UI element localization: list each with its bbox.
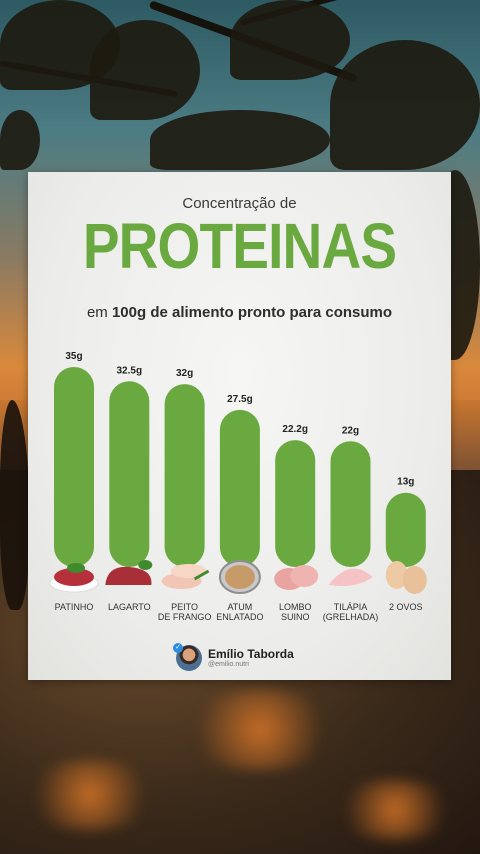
author-name: Emílio Taborda xyxy=(208,646,294,661)
beef-cut-icon xyxy=(105,560,153,585)
tuna xyxy=(224,565,255,589)
infographic-card: Concentração de PROTEINAS em 100g de ali… xyxy=(28,172,451,680)
category-label: TILÁPIA xyxy=(334,602,368,612)
bar xyxy=(164,384,205,567)
parsley xyxy=(67,563,85,573)
subtitle-prefix: em xyxy=(86,304,112,321)
value-label: 27.5g xyxy=(227,394,253,405)
sand-glow xyxy=(180,690,340,770)
pork-loin-icon xyxy=(274,565,319,590)
value-label: 32g xyxy=(176,368,193,379)
category-label: ENLATADO xyxy=(216,612,263,622)
canned-tuna-icon xyxy=(218,560,261,594)
author-handle: @emilio.nutri xyxy=(208,660,249,668)
subtitle-bold: 100g de alimento pronto para consumo xyxy=(111,304,393,321)
category-label: ATUM xyxy=(227,602,252,612)
sand-glow xyxy=(330,780,460,840)
tree-leaves xyxy=(0,110,40,170)
chicken-breast xyxy=(170,564,207,578)
ground-beef-icon xyxy=(49,563,99,593)
bar xyxy=(385,492,426,567)
tree-leaves xyxy=(230,0,350,80)
pork-loin xyxy=(290,565,319,587)
tree-leaves xyxy=(90,20,200,120)
herb xyxy=(138,560,153,570)
category-label: LOMBO xyxy=(279,602,312,612)
value-label: 32.5g xyxy=(117,365,143,376)
bar xyxy=(330,441,371,567)
herb xyxy=(193,569,210,581)
author-signature: ✓ Emílio Taborda @emilio.nutri xyxy=(173,643,294,672)
category-label: DE FRANGO xyxy=(158,612,212,622)
bar xyxy=(219,409,260,567)
bar xyxy=(54,367,94,567)
category-label: 2 OVOS xyxy=(389,602,423,612)
tilapia-fillet xyxy=(328,568,373,586)
value-label: 22g xyxy=(342,425,359,436)
category-label: PEITO xyxy=(171,602,198,612)
egg xyxy=(385,561,408,589)
value-label: 13g xyxy=(397,477,414,488)
beef-cut xyxy=(105,566,152,585)
eggs-icon xyxy=(385,561,427,594)
category-label: PATINHO xyxy=(55,602,94,612)
category-label: (GRELHADA) xyxy=(323,612,379,622)
subtitle: em 100g de alimento pronto para consumo xyxy=(28,304,451,321)
bar xyxy=(275,440,316,567)
tree-leaves xyxy=(330,40,480,170)
bar xyxy=(109,381,150,567)
category-label: SUINO xyxy=(281,612,310,622)
tilapia-fillet-icon xyxy=(328,568,373,586)
avatar: ✓ xyxy=(173,643,202,671)
value-label: 22.2g xyxy=(282,424,308,435)
value-label: 35g xyxy=(65,351,82,362)
ground-beef xyxy=(54,568,94,586)
sand-glow xyxy=(20,760,160,830)
chicken-breast-icon xyxy=(161,564,210,589)
page-title: PROTEINAS xyxy=(82,210,397,282)
verified-badge-icon: ✓ xyxy=(173,643,183,653)
title-top: Concentração de xyxy=(182,195,297,212)
tree-leaves xyxy=(150,110,330,170)
egg xyxy=(402,566,427,594)
category-label: LAGARTO xyxy=(108,602,151,612)
